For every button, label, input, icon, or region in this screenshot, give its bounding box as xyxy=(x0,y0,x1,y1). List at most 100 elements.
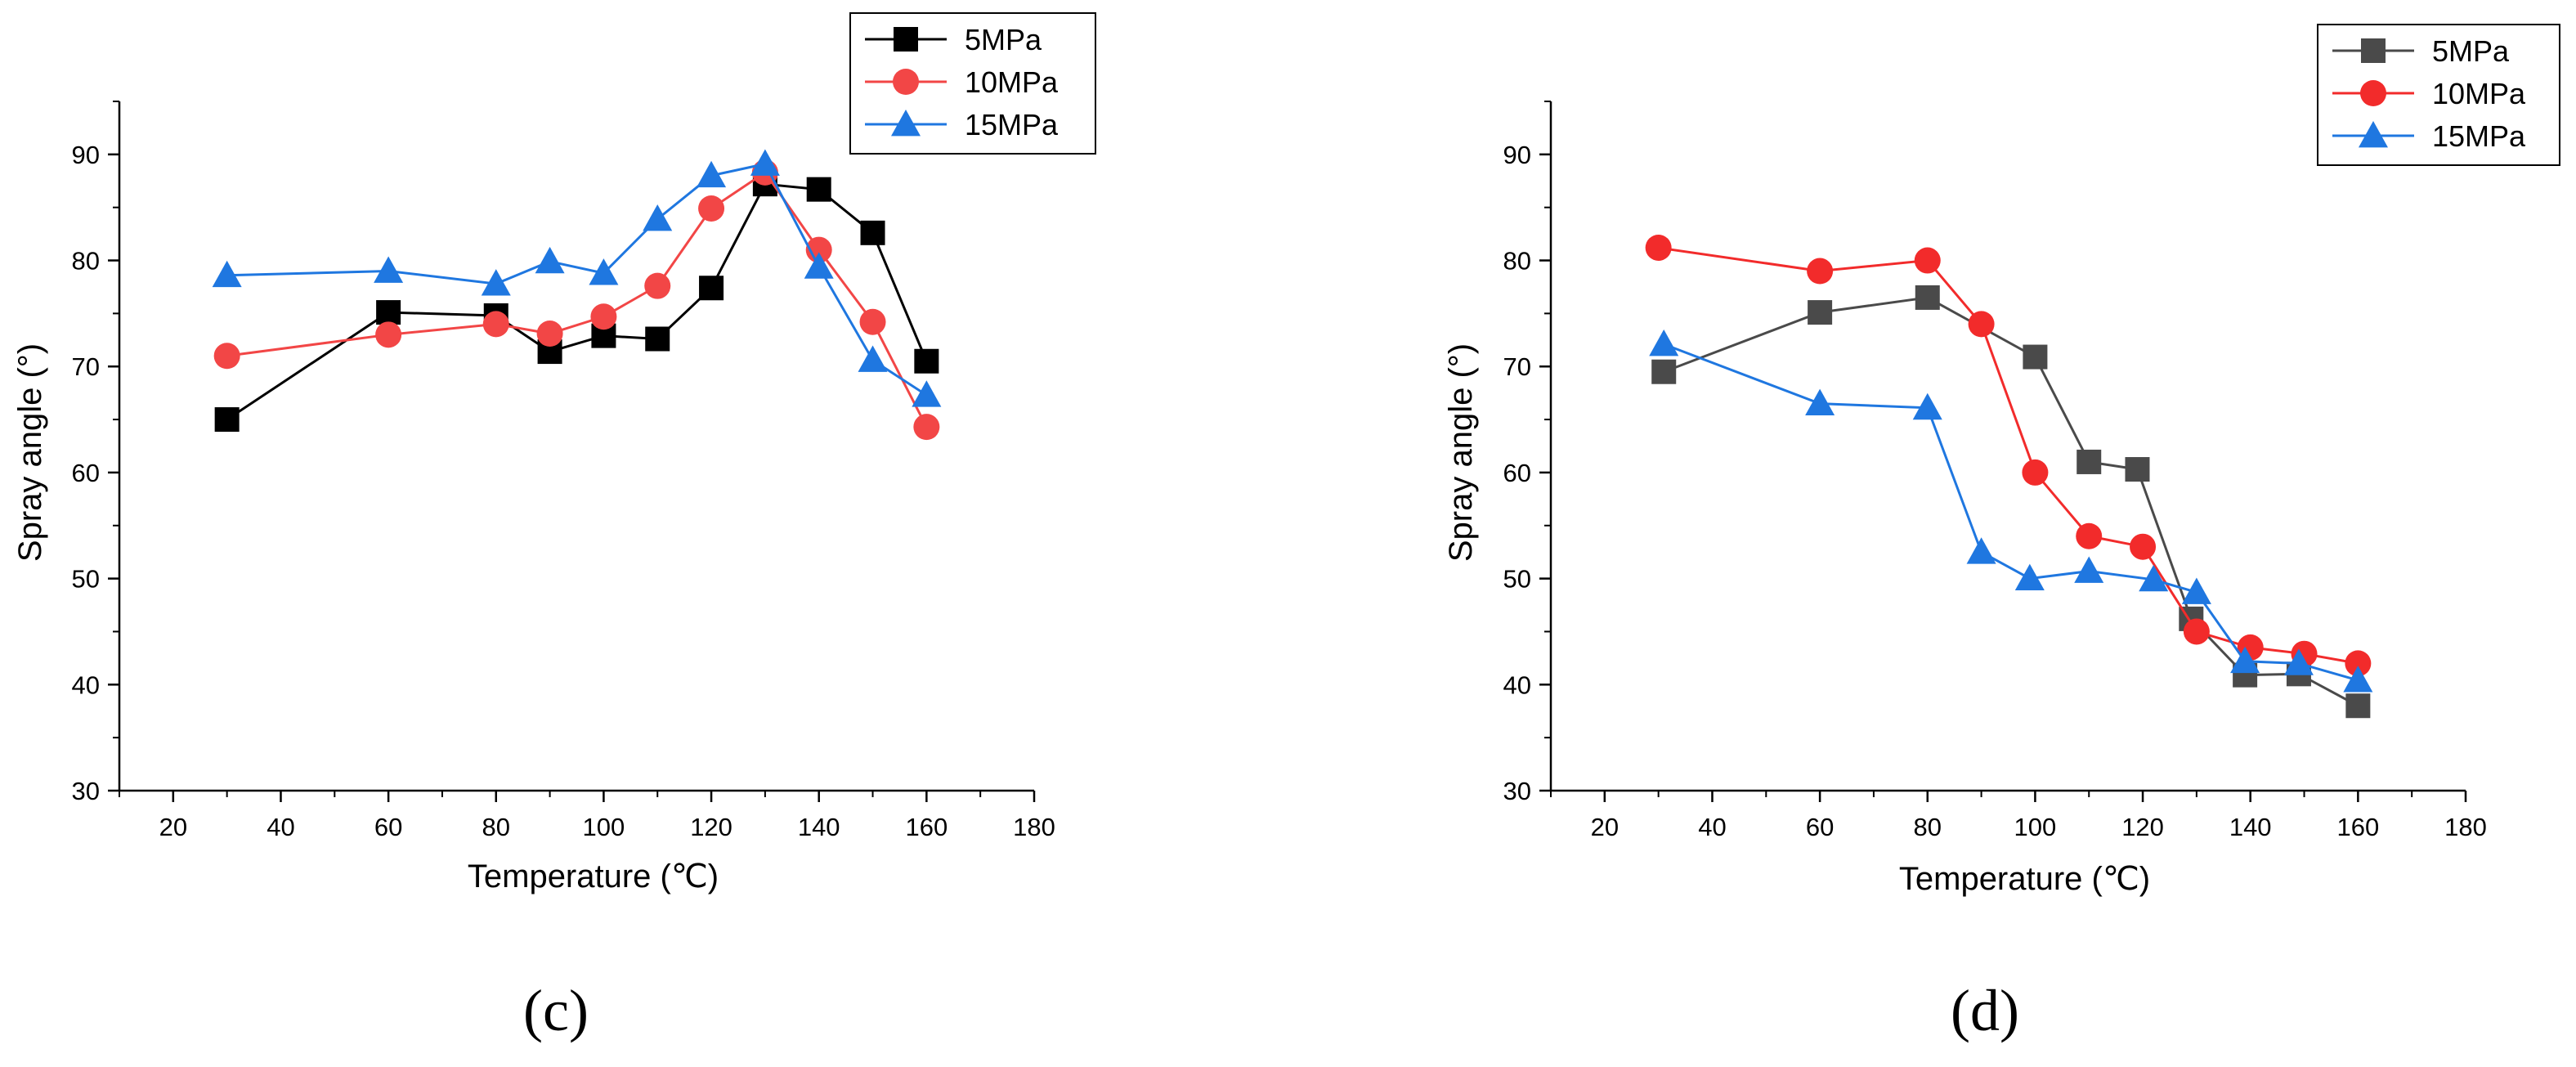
series-line-15mpa xyxy=(1663,343,2359,682)
x-tick-label: 100 xyxy=(583,813,625,841)
data-point-15mpa xyxy=(2074,556,2104,583)
series-line-10mpa xyxy=(1658,246,2359,665)
legend-marker-10mpa xyxy=(893,69,919,95)
series-line-10mpa xyxy=(226,170,928,428)
x-tick-label: 140 xyxy=(2229,813,2272,841)
y-tick-label: 70 xyxy=(1503,352,1531,381)
x-tick-label: 40 xyxy=(1698,813,1726,841)
series-line-5mpa xyxy=(226,182,928,421)
x-tick-label: 40 xyxy=(267,813,294,841)
data-point-5mpa xyxy=(2076,449,2102,474)
data-point-5mpa xyxy=(214,407,240,433)
data-point-15mpa xyxy=(535,246,565,274)
y-tick-label: 50 xyxy=(1503,565,1531,594)
data-point-10mpa xyxy=(2022,459,2049,486)
data-point-15mpa xyxy=(2014,563,2045,591)
data-point-15mpa xyxy=(643,204,673,231)
data-point-15mpa xyxy=(481,269,511,296)
data-point-10mpa xyxy=(698,195,725,222)
data-point-10mpa xyxy=(2076,522,2103,549)
data-point-15mpa xyxy=(804,252,834,279)
data-point-15mpa xyxy=(1649,329,1679,356)
x-tick-label: 180 xyxy=(1013,813,1055,841)
data-point-5mpa xyxy=(2345,693,2371,719)
y-tick-label: 60 xyxy=(1503,459,1531,487)
data-point-5mpa xyxy=(1651,359,1677,384)
x-tick-label: 60 xyxy=(374,813,402,841)
legend-label-5mpa: 5MPa xyxy=(2432,34,2510,68)
y-tick-label: 90 xyxy=(72,141,100,169)
data-point-15mpa xyxy=(912,380,942,407)
series-line-5mpa xyxy=(1663,296,2359,707)
legend-label-15mpa: 15MPa xyxy=(2432,119,2526,153)
data-point-10mpa xyxy=(913,414,940,441)
data-point-10mpa xyxy=(2345,650,2372,677)
legend-marker-15mpa xyxy=(2359,121,2388,148)
data-point-15mpa xyxy=(589,258,619,285)
data-point-10mpa xyxy=(590,303,617,330)
x-tick-label: 80 xyxy=(1914,813,1942,841)
y-axis-title: Spray angle (°) xyxy=(12,343,48,562)
legend-marker-10mpa xyxy=(2360,80,2386,106)
data-point-10mpa xyxy=(1914,247,1941,274)
x-tick-label: 180 xyxy=(2444,813,2487,841)
legend: 5MPa 10MPa 15MPa xyxy=(2317,24,2560,166)
x-tick-label: 120 xyxy=(690,813,732,841)
legend-label-10mpa: 10MPa xyxy=(2432,77,2526,110)
y-tick-label: 40 xyxy=(1503,670,1531,699)
data-point-15mpa xyxy=(2181,577,2211,604)
data-point-5mpa xyxy=(699,276,724,301)
data-point-5mpa xyxy=(860,220,885,245)
data-point-5mpa xyxy=(645,326,670,352)
data-point-10mpa xyxy=(536,321,563,347)
data-point-15mpa xyxy=(374,256,404,283)
panel-label: (c) xyxy=(523,978,589,1043)
data-point-10mpa xyxy=(2183,618,2210,645)
x-tick-label: 160 xyxy=(905,813,948,841)
data-point-15mpa xyxy=(750,149,780,176)
x-tick-label: 60 xyxy=(1806,813,1834,841)
data-point-10mpa xyxy=(482,311,509,338)
x-tick-label: 100 xyxy=(2014,813,2057,841)
x-tick-label: 20 xyxy=(159,813,187,841)
data-point-5mpa xyxy=(1808,300,1833,325)
y-tick-label: 30 xyxy=(1503,777,1531,805)
y-axis-title: Spray angle (°) xyxy=(1443,343,1479,562)
data-point-10mpa xyxy=(2130,533,2157,560)
legend-label-10mpa: 10MPa xyxy=(965,65,1059,99)
data-point-10mpa xyxy=(859,308,886,335)
data-point-5mpa xyxy=(2023,344,2048,370)
x-tick-label: 140 xyxy=(798,813,840,841)
legend-box xyxy=(2317,24,2560,166)
x-tick-label: 20 xyxy=(1591,813,1619,841)
x-tick-label: 80 xyxy=(482,813,510,841)
y-tick-label: 50 xyxy=(72,565,100,594)
data-point-10mpa xyxy=(1968,311,1995,338)
data-point-15mpa xyxy=(697,160,727,188)
y-tick-label: 90 xyxy=(1503,141,1531,169)
y-tick-label: 40 xyxy=(72,670,100,699)
data-point-5mpa xyxy=(806,177,831,202)
y-tick-label: 30 xyxy=(72,777,100,805)
data-point-15mpa xyxy=(212,260,242,288)
data-point-15mpa xyxy=(2139,564,2169,592)
panel-label: (d) xyxy=(1951,978,2019,1043)
legend-box xyxy=(849,12,1096,155)
data-point-10mpa xyxy=(375,321,402,348)
chart-panel-d: 20 40 60 80 100 120 140 160 180 30 40 50 60 70 80 90 Tem… xyxy=(1443,24,2560,1043)
data-point-10mpa xyxy=(1645,234,1672,261)
legend-label-15mpa: 15MPa xyxy=(965,108,1059,141)
data-point-10mpa xyxy=(213,343,240,370)
chart-panel-c: 20 40 60 80 100 120 140 160 180 30 40 50 60 70 80 90 Tem… xyxy=(12,12,1096,1043)
x-axis-title: Temperature (℃) xyxy=(1899,861,2150,897)
x-axis-title: Temperature (℃) xyxy=(468,859,719,894)
legend-marker-5mpa xyxy=(2361,38,2386,63)
legend: 5MPa 10MPa 15MPa xyxy=(849,12,1096,155)
y-tick-label: 80 xyxy=(72,247,100,276)
x-tick-label: 160 xyxy=(2336,813,2379,841)
data-point-15mpa xyxy=(1966,537,1996,564)
y-tick-label: 60 xyxy=(72,459,100,487)
data-point-10mpa xyxy=(1807,258,1834,285)
legend-label-5mpa: 5MPa xyxy=(965,23,1042,56)
